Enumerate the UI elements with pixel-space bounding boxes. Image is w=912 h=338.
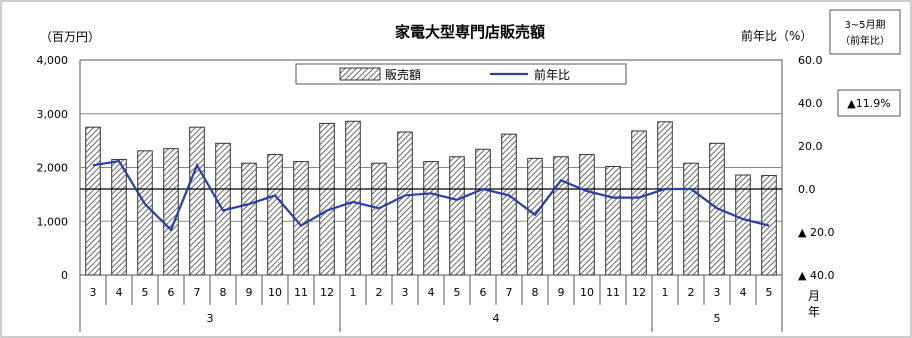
month-tick-label: 5 — [454, 286, 461, 299]
bar — [631, 130, 647, 276]
bar — [605, 165, 621, 276]
callout-header-line2: （前年比） — [840, 34, 890, 47]
bar — [475, 148, 491, 276]
left-tick-label: 1,000 — [37, 215, 69, 228]
bar — [423, 161, 439, 276]
month-tick-label: 3 — [714, 286, 721, 299]
year-label: 4 — [493, 312, 500, 325]
month-tick-label: 4 — [428, 286, 435, 299]
chart-title: 家電大型専門店販売額 — [395, 23, 545, 41]
bar — [579, 154, 595, 276]
month-tick-label: 10 — [580, 286, 594, 299]
month-tick-label: 8 — [220, 286, 227, 299]
legend-line-label: 前年比 — [534, 67, 570, 82]
year-label: 5 — [714, 312, 721, 325]
month-tick-label: 2 — [376, 286, 383, 299]
month-tick-label: 3 — [402, 286, 409, 299]
right-tick-label: 40.0 — [798, 97, 823, 110]
legend-bar-swatch — [339, 67, 381, 81]
callout-header-line1: 3~5月期 — [844, 19, 885, 31]
ratio-line — [92, 159, 770, 232]
month-tick-label: 1 — [350, 286, 357, 299]
bar — [137, 150, 153, 276]
month-tick-label: 1 — [662, 286, 669, 299]
legend-bar-label: 販売額 — [385, 67, 421, 82]
left-tick-label: 4,000 — [37, 54, 69, 67]
year-label: 3 — [207, 312, 214, 325]
month-tick-label: 11 — [294, 286, 308, 299]
right-axis-label: 前年比（%） — [741, 28, 812, 43]
bar — [319, 122, 335, 276]
month-tick-label: 8 — [532, 286, 539, 299]
callout-header-box — [829, 9, 901, 55]
right-tick-label: 0.0 — [798, 183, 816, 196]
month-axis-label: 月 — [808, 289, 820, 303]
left-tick-label: 0 — [61, 269, 68, 282]
bar — [85, 126, 101, 276]
left-axis-label: （百万円） — [40, 30, 100, 44]
bar — [163, 148, 179, 276]
bar — [397, 131, 413, 276]
right-tick-label: 60.0 — [798, 54, 823, 67]
bar — [345, 120, 361, 276]
bar — [683, 162, 699, 276]
callout-value: ▲11.9% — [847, 97, 890, 110]
left-axis-ticks: 0 1,000 2,000 3,000 4,000 — [37, 54, 69, 282]
month-tick-label: 4 — [740, 286, 747, 299]
bar — [267, 154, 283, 276]
bar — [501, 133, 517, 276]
bar — [241, 162, 257, 276]
callout-value-box — [837, 89, 901, 117]
bar — [449, 156, 465, 276]
bar — [657, 121, 673, 276]
month-tick-label: 6 — [480, 286, 487, 299]
month-tick-label: 11 — [606, 286, 620, 299]
bar — [189, 126, 205, 276]
left-tick-label: 2,000 — [37, 162, 69, 175]
month-tick-label: 3 — [90, 286, 97, 299]
bar — [111, 158, 127, 276]
month-tick-label: 7 — [194, 286, 201, 299]
month-tick-label: 5 — [142, 286, 149, 299]
right-tick-label: ▲ 20.0 — [798, 226, 834, 239]
month-tick-label: 6 — [168, 286, 175, 299]
year-axis-label: 年 — [808, 305, 820, 319]
month-tick-label: 5 — [766, 286, 773, 299]
right-tick-label: 20.0 — [798, 140, 823, 153]
bar — [527, 157, 543, 276]
x-axis: 3 4 5 6 7 8 9 10 11 12 1 2 3 4 5 6 7 8 9 10 11 12 1 2 3 4 53 4 5月年 — [79, 275, 820, 332]
month-tick-label: 9 — [246, 286, 253, 299]
bar — [553, 156, 569, 276]
right-tick-label: ▲ 40.0 — [798, 269, 834, 282]
month-tick-label: 9 — [558, 286, 565, 299]
right-axis-ticks: ▲ 40.0 ▲ 20.0 0.0 20.0 40.0 60.0 — [798, 54, 834, 282]
month-tick-label: 12 — [320, 286, 334, 299]
month-tick-label: 4 — [116, 286, 123, 299]
bar — [371, 162, 387, 276]
bar — [735, 174, 751, 276]
month-tick-label: 12 — [632, 286, 646, 299]
legend: 販売額 前年比 — [295, 63, 627, 85]
left-tick-label: 3,000 — [37, 108, 69, 121]
month-tick-label: 7 — [506, 286, 513, 299]
month-tick-label: 2 — [688, 286, 695, 299]
month-tick-label: 10 — [268, 286, 282, 299]
